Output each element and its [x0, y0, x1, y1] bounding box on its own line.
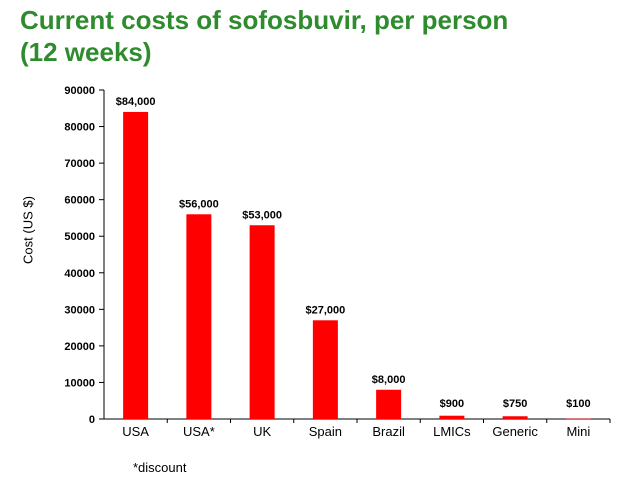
y-tick-label: 40000: [64, 268, 95, 280]
y-tick-label: 80000: [64, 122, 95, 134]
data-label: $900: [440, 398, 464, 410]
data-label: $53,000: [242, 209, 282, 221]
bar: [565, 418, 591, 420]
data-label: $27,000: [305, 304, 345, 316]
bar: [312, 320, 338, 419]
data-label: $8,000: [372, 374, 406, 386]
y-tick-label: 70000: [64, 158, 95, 170]
y-tick-label: 10000: [64, 377, 95, 389]
bar: [502, 416, 528, 419]
x-tick-label: Brazil: [372, 424, 405, 439]
x-tick-label: USA: [122, 424, 149, 439]
y-tick-label: 20000: [64, 341, 95, 353]
x-tick-label: Mini: [566, 424, 590, 439]
bar: [376, 389, 402, 419]
y-tick-label: 50000: [64, 231, 95, 243]
data-label: $84,000: [116, 96, 156, 108]
bar: [186, 214, 212, 419]
y-tick-label: 30000: [64, 304, 95, 316]
data-label: $56,000: [179, 198, 219, 210]
chart-title-line-1: Current costs of sofosbuvir, per person: [20, 5, 509, 35]
data-label: $100: [566, 398, 590, 410]
x-tick-label: Generic: [492, 424, 538, 439]
x-tick-label: LMICs: [433, 424, 471, 439]
y-tick-label: 0: [89, 414, 95, 426]
y-tick-label: 60000: [64, 195, 95, 207]
x-tick-label: USA*: [183, 424, 215, 439]
y-tick-label: 90000: [64, 85, 95, 97]
bar: [439, 415, 465, 419]
footnote: *discount: [133, 460, 187, 475]
data-label: $750: [503, 398, 527, 410]
bar: [249, 225, 275, 419]
bar: [123, 111, 149, 419]
x-tick-label: UK: [253, 424, 271, 439]
chart-title: Current costs of sofosbuvir, per person …: [20, 4, 620, 68]
x-tick-label: Spain: [309, 424, 342, 439]
chart-title-line-2: (12 weeks): [20, 37, 152, 67]
